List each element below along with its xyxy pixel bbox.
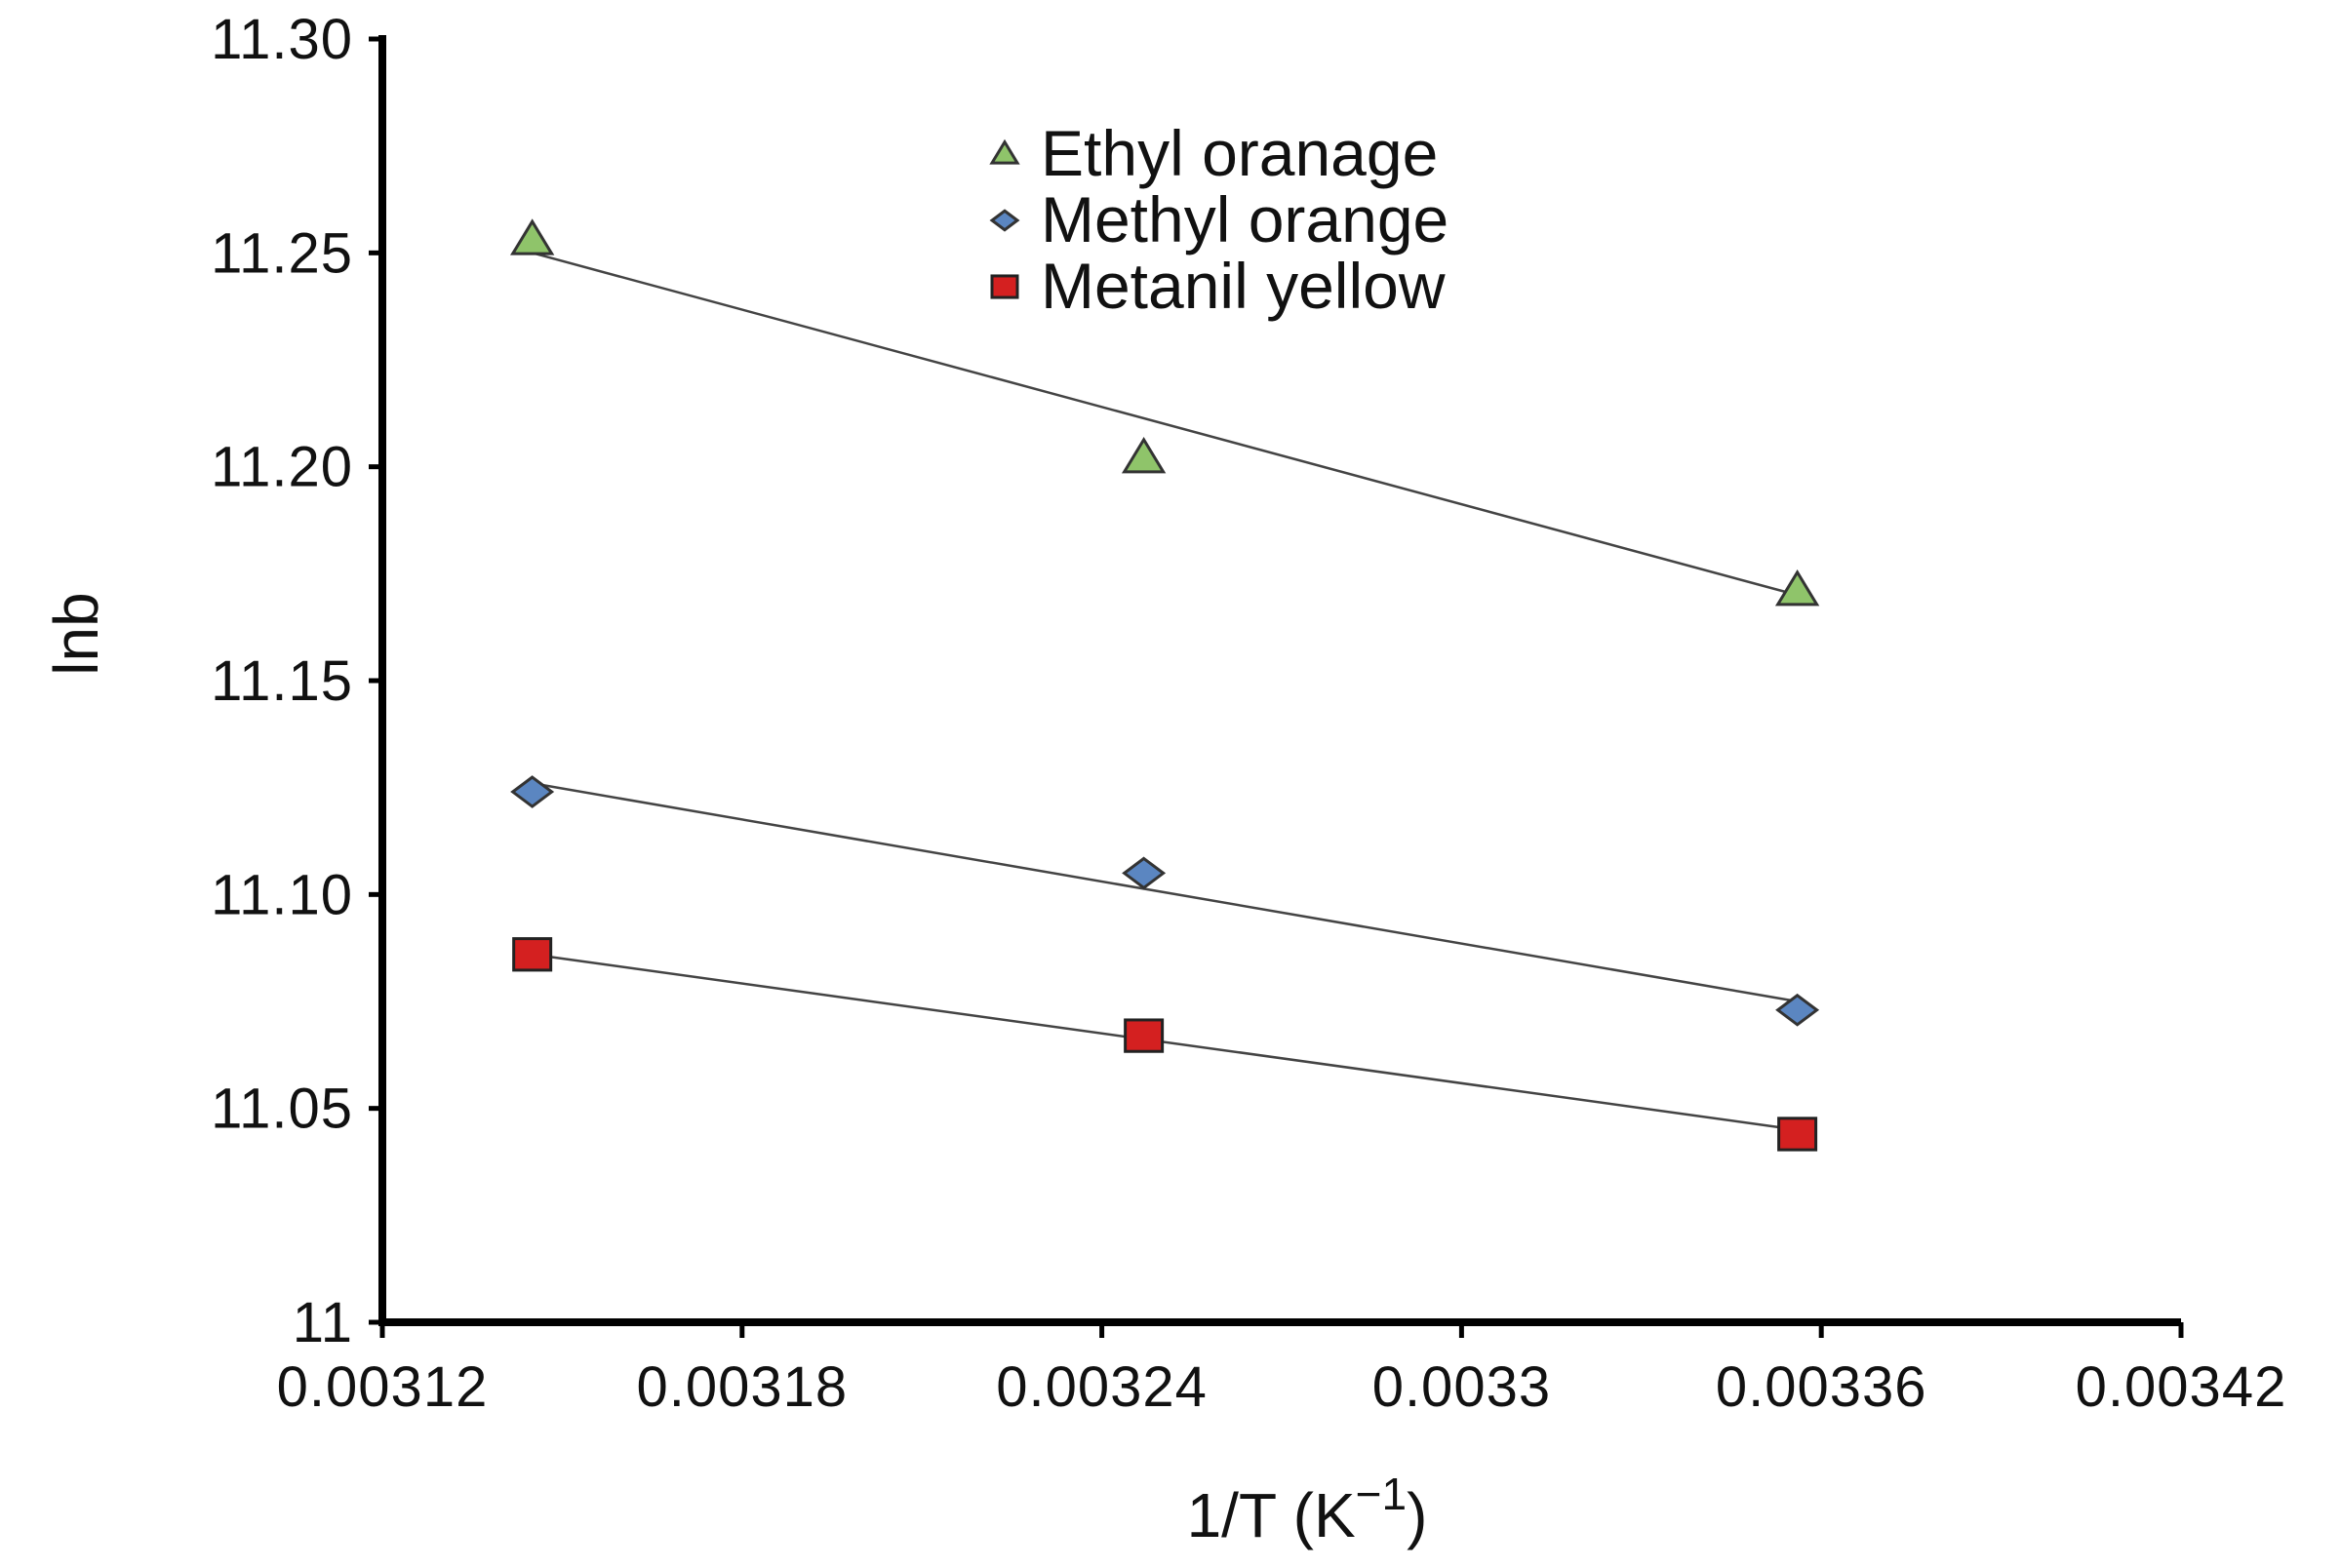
y-tick-label: 11.05 <box>211 1078 353 1141</box>
point-metanil-yellow <box>1124 1018 1165 1053</box>
trendline-metanil-yellow <box>532 953 1798 1131</box>
legend-marker-ethyl-oranage <box>989 138 1020 165</box>
point-methyl-orange <box>1122 856 1167 890</box>
point-ethyl-oranage <box>1774 568 1820 607</box>
x-axis-label: 1/T (K−1) <box>1187 1469 1428 1550</box>
x-tick-label: 0.00336 <box>1716 1355 1927 1419</box>
legend-label-methyl-orange: Methyl orange <box>1041 183 1448 255</box>
legend-label-metanil-yellow: Metanil yellow <box>1041 250 1446 322</box>
y-tick-label: 11.30 <box>211 8 353 71</box>
legend-marker-metanil-yellow <box>990 274 1019 299</box>
point-metanil-yellow <box>1777 1117 1818 1152</box>
y-axis-label: lnb <box>41 592 111 675</box>
x-tick-label: 0.0033 <box>1372 1355 1551 1419</box>
x-tick-label: 0.00324 <box>996 1355 1208 1419</box>
point-methyl-orange <box>1775 993 1820 1027</box>
trendline-methyl-orange <box>532 782 1798 1003</box>
trendline-ethyl-oranage <box>532 252 1798 597</box>
data-points <box>510 218 1820 1152</box>
point-methyl-orange <box>510 775 555 808</box>
x-tick-label: 0.00318 <box>636 1355 848 1419</box>
point-metanil-yellow <box>512 937 553 972</box>
x-tick-label: 0.00342 <box>2076 1355 2287 1419</box>
y-tick-label: 11.15 <box>211 649 353 713</box>
legend-marker-methyl-orange <box>989 209 1020 232</box>
point-ethyl-oranage <box>510 218 555 255</box>
trendlines <box>532 252 1798 1131</box>
y-tick-label: 11 <box>293 1291 353 1354</box>
y-tick-label: 11.20 <box>211 436 353 499</box>
y-tick-label: 11.10 <box>211 863 353 926</box>
y-tick-label: 11.25 <box>211 221 353 285</box>
ticks: 11 11.05 11.10 11.15 11.20 11.25 11.30 0.00312 0… <box>211 8 2287 1419</box>
point-ethyl-oranage <box>1121 436 1167 474</box>
legend-label-ethyl-oranage: Ethyl oranage <box>1041 117 1438 189</box>
x-tick-label: 0.00312 <box>277 1355 489 1419</box>
